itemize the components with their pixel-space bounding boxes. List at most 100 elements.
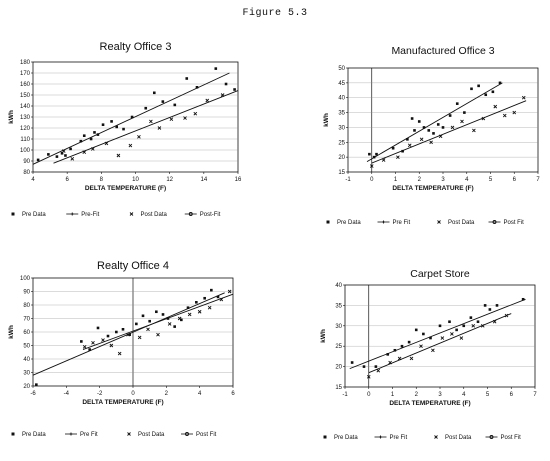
legend: Pre Data Pre Fit Post Data Post Fit [326,220,524,226]
series-post-data-point [156,332,160,337]
legend: Pre Data Pre-Fit Post Data Post-Fit [11,212,221,218]
series-pre-data-point [69,147,72,151]
series-pre-data-point [448,114,452,117]
legend-label: Post Data [138,432,165,438]
x-tick-label: 5 [486,392,490,398]
series-pre-data-point [144,106,148,110]
series-post-data-point-stroke-b [471,323,476,328]
legend: Pre Data Pre Fit Post Data Post Fit [323,435,521,441]
series-post-data-point-stroke-b [376,368,381,373]
series-post-data-point-stroke-b [70,156,75,161]
series-pre-data-point [350,361,354,364]
series-post-data-point-stroke-b [407,143,412,148]
y-tick-label: 100 [20,276,31,282]
chart-title: Realty Office 3 [100,41,172,53]
legend-marker-stroke-b [127,432,131,436]
panel-manufactured-office-3: Manufactured Office 3 15 20 25 30 35 40 45 50 -1 0… [300,40,550,240]
series-post-data-point-stroke-b [169,117,174,122]
series-pre-data-point [115,125,119,129]
legend-marker-stroke-b [129,212,134,216]
legend-marker [326,220,330,224]
y-tick-label: 30 [338,125,345,131]
series-pre-data-point [180,318,183,322]
series-post-data-point [146,327,150,332]
series-post-data-point [227,289,232,294]
series-pre-data-point [401,149,404,153]
series-post-data-point [502,113,507,118]
legend-marker [129,212,134,216]
series-pre-data-point [413,129,416,132]
series-post-data-point-stroke-b [419,137,424,142]
series-pre-data-point [152,91,156,95]
x-tick-label: 2 [415,392,419,398]
legend-label: Post Data [445,435,472,441]
y-tick-label: 130 [20,115,31,121]
series-pre-data-point [216,295,220,299]
chart-title: Realty Office 4 [97,260,169,272]
series-pre-data-point [210,288,213,292]
series-pre-data-point [368,152,371,156]
series-pre-data-point [161,100,165,103]
series-pre-data-point [130,115,134,119]
series-post-data-point [205,98,210,103]
x-tick-label: 1 [391,392,395,398]
series-post-data-point [429,140,433,145]
legend-marker [379,435,382,439]
y-axis-label: kWh [323,113,330,127]
series-post-fit [53,90,239,164]
series-pre-data-point [233,88,236,91]
series-pre-data-point [224,82,228,86]
series-pre-fit-line [366,82,503,162]
series-post-data-point-stroke-b [156,332,160,337]
series-post-data-point-stroke-b [91,340,95,345]
series-pre-data-point [101,123,105,126]
series-post-data-point-stroke-b [521,95,526,100]
series-post-data-point [193,111,198,116]
series-post-data-point-stroke-b [381,158,386,162]
x-tick-label: 3 [441,177,445,183]
series-post-data-point-stroke-b [137,134,141,139]
series-post-data-point [116,153,121,158]
panel-realty-office-4: Realty Office 4 20 30 40 50 60 70 80 90 100 -6 -4 -2… [0,256,275,456]
legend-label: Pre Fit [393,220,411,226]
series-pre-data-point [438,324,442,328]
x-tick-label: 16 [235,177,242,183]
series-pre-data-point [110,120,113,123]
series-post-data-point-stroke-b [205,98,210,103]
series-post-data-point-stroke-b [431,348,435,353]
y-tick-label: 45 [338,81,345,87]
legend-marker-stroke-b [437,220,441,224]
legend-marker [70,212,74,216]
legend-marker [127,432,131,436]
series-post-data-point-stroke-b [388,360,392,365]
series-pre-data-point [429,336,432,340]
series-pre-data-point [391,146,395,150]
series-pre-data-point [386,353,390,356]
series-post-data-point [137,134,141,139]
series-pre-data-point [161,313,165,316]
y-tick-label: 100 [20,148,31,154]
panel-carpet-store: Carpet Store 15 20 25 30 35 40 -1 0 1 2 3 4 5 6 7 DELTA … [300,265,550,460]
series-pre-data [368,81,502,159]
series-pre-data-point [47,153,50,156]
series-post-data-point-stroke-b [137,335,142,340]
series-post-data-point [376,368,381,373]
y-tick-label: 40 [335,283,342,289]
series-pre-data-point [469,316,473,319]
y-tick-label: 170 [20,71,31,77]
series-pre-data-point [407,340,411,344]
y-tick-label: 80 [23,170,30,176]
series-post-data-point [493,104,498,109]
series-post-data-point [177,316,182,321]
series-post-fit-line [53,90,239,164]
series-pre-data-point [455,328,458,332]
series-post-data-point-stroke-b [493,104,498,109]
y-tick-label: 90 [23,290,30,296]
x-tick-label: 0 [370,177,374,183]
series-post-fit-line [368,313,512,374]
series-pre-data-point [106,334,110,338]
series-pre-data-point [82,134,86,137]
y-axis-label: kWh [8,110,15,124]
series-post-data-point-stroke-b [220,93,225,97]
